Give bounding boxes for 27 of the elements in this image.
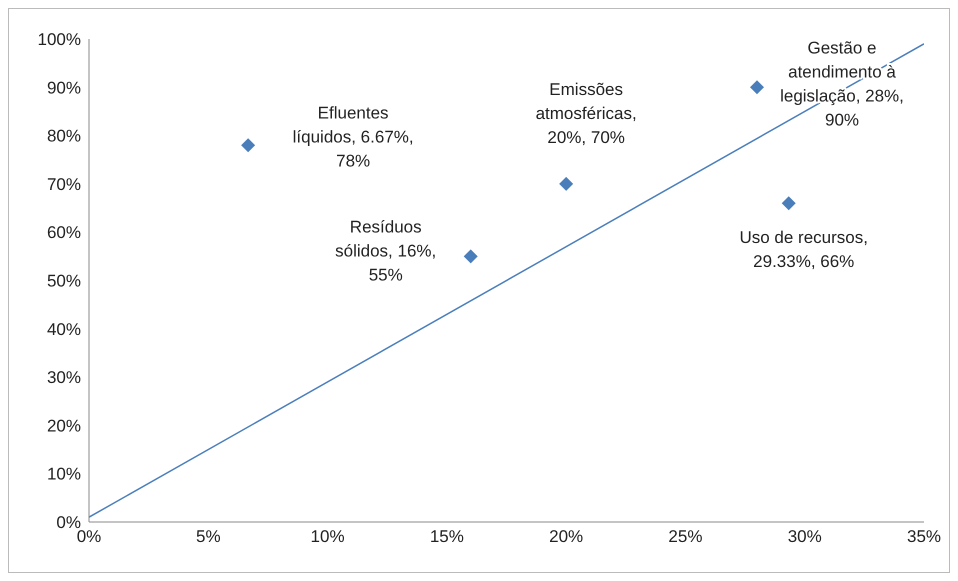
y-tick-label: 90%: [46, 78, 81, 98]
y-tick-label: 100%: [38, 30, 81, 50]
x-tick-label: 30%: [788, 527, 822, 546]
x-tick-label: 25%: [668, 527, 702, 546]
x-tick-label: 20%: [549, 527, 584, 546]
annotation: Resíduos sólidos, 16%, 55%: [335, 217, 436, 284]
y-tick-label: 10%: [46, 464, 81, 484]
x-tick-label: 35%: [906, 527, 942, 546]
annotation: Emissões atmosféricas, 20%, 70%: [536, 80, 637, 147]
point: [782, 196, 796, 210]
y-tick-label: 50%: [46, 272, 81, 291]
point: [241, 138, 256, 152]
x-tick-label: 5%: [196, 527, 221, 546]
y-tick-label: 30%: [46, 368, 81, 388]
x-tick-label: 10%: [310, 527, 345, 546]
y-tick-label: 80%: [46, 126, 81, 146]
annotation: Uso de recursos, 29.33%, 66%: [739, 228, 868, 272]
point: [464, 249, 478, 264]
y-tick-label: 40%: [46, 320, 81, 339]
point: [559, 176, 574, 191]
x-tick-label: 0%: [76, 527, 102, 546]
y-tick-label: 60%: [46, 223, 81, 242]
y-tick-label: 20%: [46, 416, 81, 436]
annotation: Efluentes líquidos, 6.67%, 78%: [292, 103, 414, 170]
y-tick-label: 70%: [46, 174, 81, 194]
point: [750, 80, 764, 94]
x-tick-label: 15%: [430, 527, 464, 546]
